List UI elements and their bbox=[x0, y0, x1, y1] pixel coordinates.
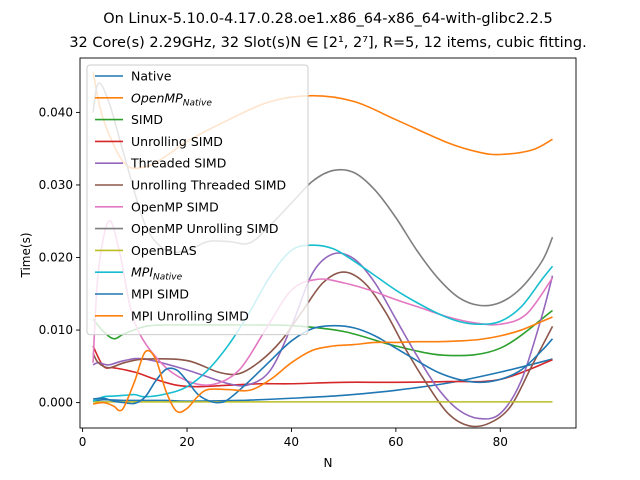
y-tick-label-2: 0.020 bbox=[39, 251, 73, 265]
x-tick-label-0: 0 bbox=[79, 435, 87, 449]
legend: Native OpenMPNative SIMD Unrolling SIMD Thre… bbox=[86, 64, 309, 336]
legend-label-9: OpenBLAS bbox=[131, 243, 197, 258]
axes-frame bbox=[79, 57, 577, 429]
legend-label-8: OpenMP Unrolling SIMD bbox=[131, 221, 279, 236]
legend-label-2: OpenMPNative bbox=[131, 90, 212, 108]
legend-label-10: MPINative bbox=[131, 265, 183, 283]
legend-label-11: MPI SIMD bbox=[131, 287, 189, 302]
series-line-1 bbox=[92, 358, 553, 402]
legend-box bbox=[86, 64, 309, 336]
series-line-11 bbox=[92, 324, 554, 405]
y-tick-label-0: 0.000 bbox=[39, 396, 73, 410]
series-line-6 bbox=[92, 271, 554, 428]
legend-label-6: Unrolling Threaded SIMD bbox=[131, 178, 286, 193]
legend-label-12: MPI Unrolling SIMD bbox=[131, 308, 249, 323]
x-tick-label-20: 20 bbox=[179, 435, 194, 449]
x-tick-label-40: 40 bbox=[284, 435, 299, 449]
series-line-12 bbox=[92, 316, 553, 414]
legend-label-7: OpenMP SIMD bbox=[131, 199, 219, 214]
legend-label-1: Native bbox=[131, 69, 172, 84]
y-tick-label-3: 0.030 bbox=[39, 178, 73, 192]
axes-layer: 0 20 40 60 80 0.000 0.010 0.020 0.030 0.040 bbox=[39, 57, 577, 449]
x-tick-label-80: 80 bbox=[493, 435, 508, 449]
series-line-5 bbox=[92, 252, 554, 420]
legend-label-5: Threaded SIMD bbox=[130, 156, 226, 171]
legend-label-4: Unrolling SIMD bbox=[131, 134, 223, 149]
x-tick-label-60: 60 bbox=[388, 435, 403, 449]
chart-title-line2: 32 Core(s) 2.29GHz, 32 Slot(s)N ∈ [2¹, 2… bbox=[69, 35, 586, 51]
legend-label-3: SIMD bbox=[131, 112, 163, 127]
chart-title-line1: On Linux-5.10.0-4.17.0.28.oe1.x86_64-x86… bbox=[103, 11, 553, 27]
y-tick-label-4: 0.040 bbox=[39, 105, 73, 119]
x-axis-label: N bbox=[324, 456, 333, 470]
y-tick-label-1: 0.010 bbox=[39, 323, 73, 337]
y-axis-label: Time(s) bbox=[19, 233, 33, 279]
